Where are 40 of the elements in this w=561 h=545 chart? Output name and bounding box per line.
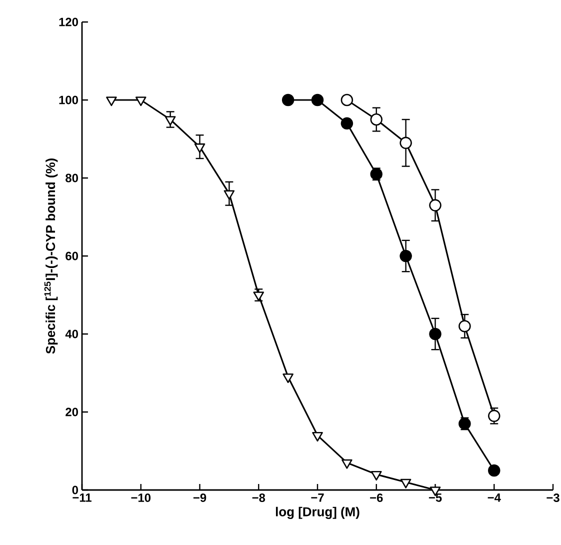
x-tick-label: −4 (488, 494, 501, 502)
point (194, 143, 206, 153)
y-axis-title: Specific [$^{125}$I]-(-)-CYP bound (%) (44, 158, 58, 354)
point (253, 292, 264, 302)
point (488, 464, 500, 477)
x-tick-label: −7 (311, 494, 324, 502)
point (340, 94, 354, 106)
x-tick-label: −5 (428, 494, 442, 502)
point (135, 96, 146, 106)
point (400, 478, 412, 488)
point (458, 320, 471, 332)
point (370, 471, 382, 481)
y-tick-label: 40 (65, 330, 78, 338)
point (429, 199, 442, 212)
point (282, 374, 294, 384)
point (400, 250, 412, 262)
y-tick-label: 120 (59, 18, 78, 26)
point (106, 96, 117, 106)
point (282, 94, 294, 106)
point (342, 459, 352, 469)
y-tick-label: 20 (66, 408, 78, 416)
x-axis-title: log [Drug] (M) (276, 506, 360, 519)
y-tick-label: 80 (66, 174, 78, 182)
x-tick-label: −8 (252, 494, 266, 502)
x-tick-label: −10 (131, 494, 151, 502)
x-tick-label: −9 (193, 494, 206, 502)
y-tick-label: 0 (72, 486, 78, 494)
x-tick-label: −6 (370, 494, 383, 502)
point (340, 117, 354, 130)
point (164, 116, 176, 126)
point (224, 190, 235, 200)
point (370, 113, 383, 126)
point (429, 328, 442, 340)
y-tick-label: 100 (59, 96, 78, 104)
point (312, 432, 323, 442)
point (400, 136, 412, 150)
x-tick-label: −11 (72, 494, 92, 502)
point (311, 94, 324, 106)
y-tick-label: 60 (66, 252, 78, 260)
x-tick-label: −3 (546, 494, 560, 502)
